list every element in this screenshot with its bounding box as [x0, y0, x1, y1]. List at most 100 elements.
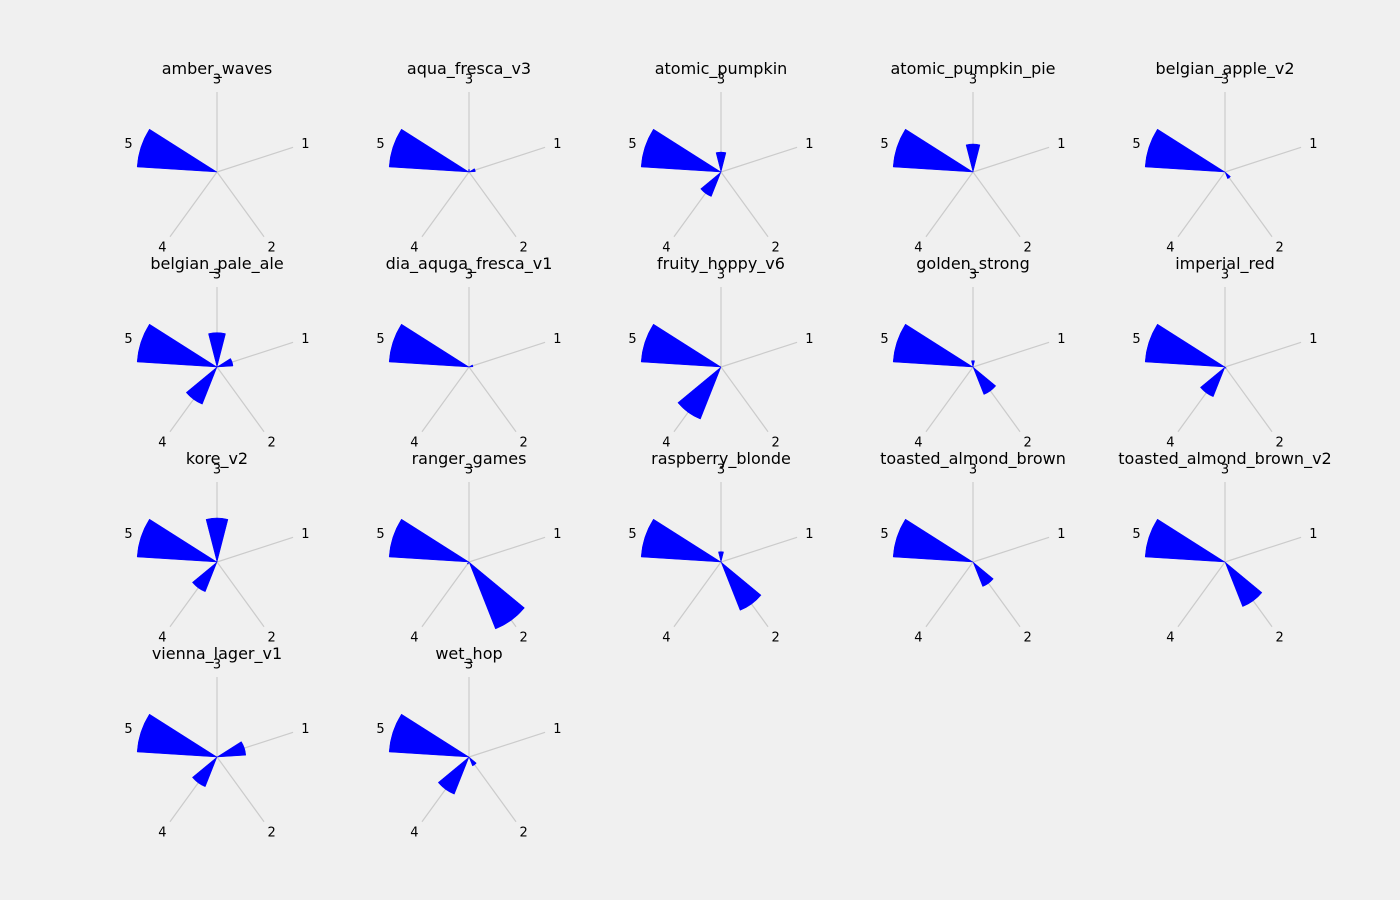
spoke-label: 3 [969, 463, 977, 478]
spoke-gridline [421, 171, 470, 238]
spoke-label: 1 [1057, 527, 1065, 542]
spoke-label: 5 [376, 722, 384, 737]
spoke-gridline [169, 171, 218, 238]
polar-bar-5 [136, 518, 218, 563]
spoke-label: 1 [301, 332, 309, 347]
spoke-gridline [468, 756, 517, 823]
spoke-label: 1 [1057, 137, 1065, 152]
polar-bar-5 [1144, 128, 1226, 173]
spoke-label: 3 [213, 463, 221, 478]
spoke-label: 3 [969, 268, 977, 283]
panel-title: golden_strong [916, 254, 1029, 274]
spoke-label: 5 [1132, 137, 1140, 152]
panel-title: atomic_pumpkin [655, 59, 788, 79]
spoke-label: 4 [914, 436, 922, 451]
spoke-label: 1 [805, 527, 813, 542]
spoke-label: 3 [1221, 268, 1229, 283]
polar-panel: 1 2 3 4 5 ranger_games [376, 449, 561, 646]
spoke-label: 4 [662, 631, 670, 646]
spoke-label: 5 [880, 137, 888, 152]
spoke-label: 1 [553, 137, 561, 152]
polar-bar-3 [718, 551, 724, 563]
spoke-gridline [468, 171, 517, 238]
spoke-gridline [1224, 146, 1302, 173]
panel-title: amber_waves [162, 59, 273, 79]
polar-bar-5 [1144, 518, 1226, 563]
spoke-gridline [1224, 341, 1302, 368]
spoke-label: 5 [628, 137, 636, 152]
polar-bar-2 [1224, 561, 1263, 607]
polar-bar-5 [388, 323, 470, 368]
spoke-label: 2 [772, 241, 780, 256]
spoke-label: 4 [410, 826, 418, 841]
spoke-label: 3 [213, 658, 221, 673]
spoke-gridline [216, 756, 265, 823]
spoke-label: 1 [1309, 527, 1317, 542]
polar-panel: 1 2 3 4 5 vienna_lager_v1 [124, 644, 309, 841]
panel-title: belgian_apple_v2 [1155, 59, 1294, 79]
spoke-label: 1 [805, 137, 813, 152]
spoke-label: 4 [914, 241, 922, 256]
spoke-label: 1 [1057, 332, 1065, 347]
spoke-gridline [972, 146, 1050, 173]
spoke-label: 3 [213, 268, 221, 283]
spoke-label: 3 [1221, 463, 1229, 478]
spoke-label: 5 [376, 137, 384, 152]
small-multiples-grid: 1 2 3 4 5 amber_waves 1 2 3 4 5 aqua_fresca_v3 1 2 3 4 5… [124, 59, 1331, 841]
spoke-gridline [468, 146, 546, 173]
spoke-label: 5 [124, 332, 132, 347]
spoke-label: 2 [268, 631, 276, 646]
polar-bar-2 [720, 561, 762, 611]
spoke-label: 4 [410, 631, 418, 646]
spoke-label: 4 [1166, 631, 1174, 646]
polar-bar-5 [892, 323, 974, 368]
spoke-label: 2 [268, 241, 276, 256]
spoke-gridline [1224, 366, 1273, 433]
polar-bar-2 [972, 561, 994, 587]
polar-bar-1 [468, 364, 474, 368]
panel-title: raspberry_blonde [651, 449, 791, 469]
spoke-label: 1 [301, 527, 309, 542]
polar-panel: 1 2 3 4 5 kore_v2 [124, 449, 309, 646]
spoke-label: 1 [553, 527, 561, 542]
spoke-label: 2 [520, 241, 528, 256]
spoke-label: 4 [410, 436, 418, 451]
polar-bar-5 [388, 128, 470, 173]
spoke-label: 3 [717, 463, 725, 478]
polar-bar-5 [388, 713, 470, 758]
spoke-label: 2 [772, 436, 780, 451]
spoke-label: 2 [520, 826, 528, 841]
spoke-gridline [468, 536, 546, 563]
polar-bar-4 [700, 171, 722, 197]
spoke-label: 3 [717, 73, 725, 88]
spoke-label: 2 [268, 436, 276, 451]
spoke-gridline [216, 561, 265, 628]
polar-panel: 1 2 3 4 5 imperial_red [1132, 254, 1317, 451]
spoke-gridline [720, 341, 798, 368]
spoke-label: 4 [158, 241, 166, 256]
spoke-label: 3 [465, 73, 473, 88]
spoke-gridline [720, 171, 769, 238]
panel-title: belgian_pale_ale [150, 254, 283, 274]
polar-bar-4 [1199, 366, 1226, 398]
spoke-label: 4 [914, 631, 922, 646]
polar-panel: 1 2 3 4 5 toasted_almond_brown_v2 [1118, 449, 1331, 646]
spoke-label: 5 [124, 722, 132, 737]
spoke-label: 5 [376, 527, 384, 542]
polar-bar-1 [216, 741, 247, 758]
polar-bar-5 [136, 713, 218, 758]
spoke-label: 3 [465, 463, 473, 478]
spoke-label: 4 [1166, 436, 1174, 451]
spoke-label: 4 [410, 241, 418, 256]
spoke-label: 1 [553, 332, 561, 347]
spoke-label: 5 [376, 332, 384, 347]
spoke-label: 2 [1276, 436, 1284, 451]
spoke-label: 5 [628, 527, 636, 542]
polar-bar-2 [468, 756, 477, 767]
spoke-label: 1 [301, 137, 309, 152]
spoke-gridline [925, 171, 974, 238]
spoke-label: 1 [553, 722, 561, 737]
panel-title: toasted_almond_brown_v2 [1118, 449, 1331, 469]
polar-bar-1 [468, 168, 476, 173]
polar-bar-3 [965, 143, 981, 173]
